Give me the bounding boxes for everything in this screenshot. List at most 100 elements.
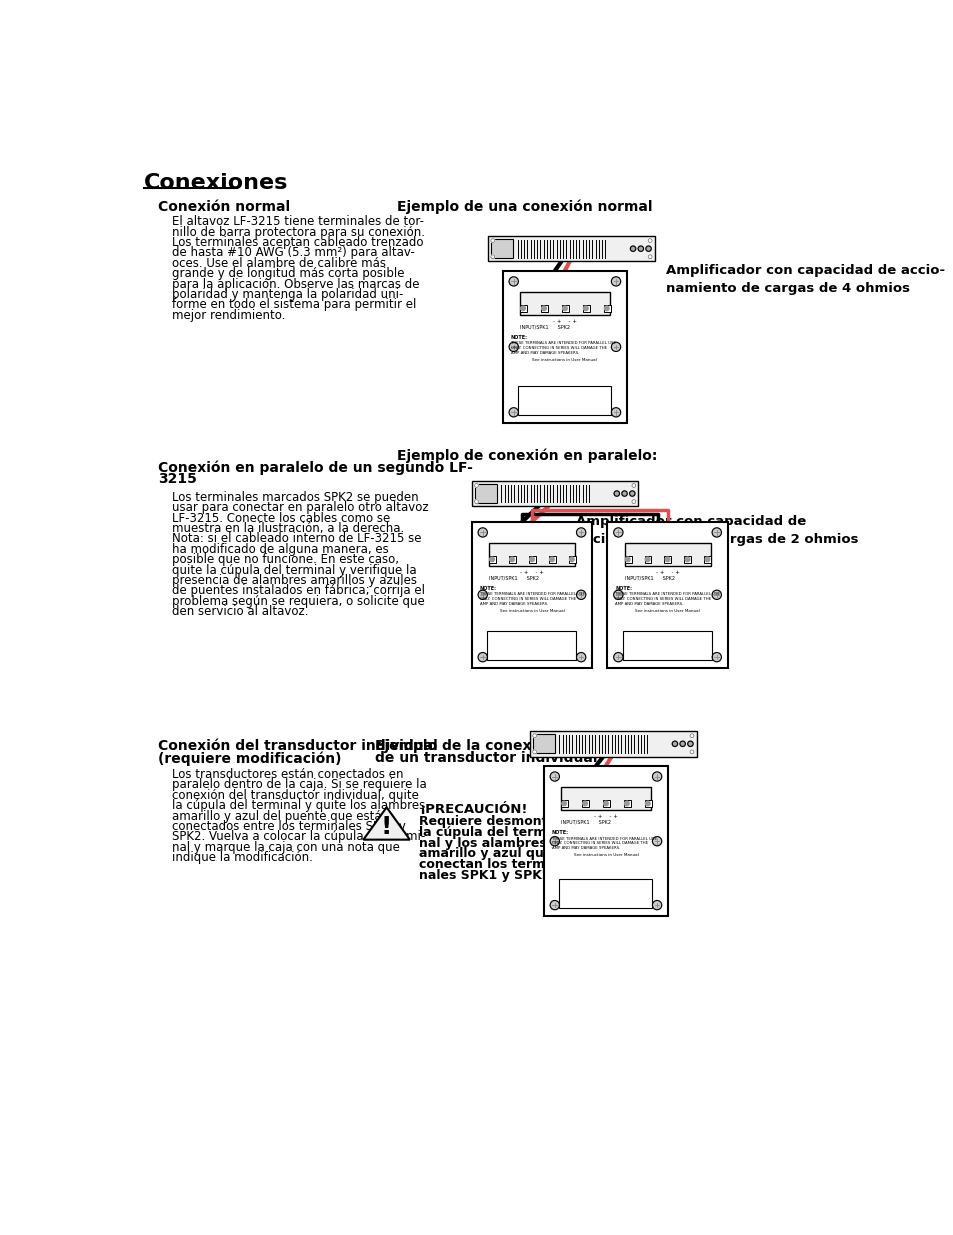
Text: (requiere modificación): (requiere modificación) xyxy=(158,751,341,766)
Circle shape xyxy=(630,246,635,252)
Circle shape xyxy=(679,741,684,746)
Circle shape xyxy=(582,802,587,805)
Text: oces. Use el alambre de calibre más: oces. Use el alambre de calibre más xyxy=(172,257,386,269)
Bar xyxy=(543,766,667,916)
Circle shape xyxy=(549,557,554,562)
Circle shape xyxy=(491,254,495,258)
Bar xyxy=(475,484,497,503)
Bar xyxy=(644,556,651,563)
Text: de hasta #10 AWG (5.3 mm²) para altav-: de hasta #10 AWG (5.3 mm²) para altav- xyxy=(172,246,415,259)
Text: - +    - +: - + - + xyxy=(519,571,543,576)
Circle shape xyxy=(603,802,608,805)
Bar xyxy=(602,799,609,808)
Circle shape xyxy=(613,590,622,599)
Circle shape xyxy=(509,408,517,417)
Circle shape xyxy=(711,652,720,662)
Text: Amplificador con capacidad de
accionamiento de cargas de 2 ohmios: Amplificador con capacidad de accionamie… xyxy=(576,515,858,547)
Circle shape xyxy=(613,527,622,537)
Bar xyxy=(548,556,556,563)
Circle shape xyxy=(621,490,627,496)
Text: THESE TERMINALS ARE INTENDED FOR PARALLEL USE
ONLY. CONNECTING IN SERIES WILL DA: THESE TERMINALS ARE INTENDED FOR PARALLE… xyxy=(510,341,615,354)
Text: mejor rendimiento.: mejor rendimiento. xyxy=(172,309,285,322)
Text: Conexión del transductor individual: Conexión del transductor individual xyxy=(158,739,437,753)
Text: Los terminales marcados SPK2 se pueden: Los terminales marcados SPK2 se pueden xyxy=(172,490,418,504)
Text: nillo de barra protectora para su conexión.: nillo de barra protectora para su conexi… xyxy=(172,226,424,238)
Text: INPUT/SPK1      SPK2: INPUT/SPK1 SPK2 xyxy=(624,576,674,580)
Circle shape xyxy=(576,527,585,537)
Text: ha modificado de alguna manera, es: ha modificado de alguna manera, es xyxy=(172,543,388,556)
Circle shape xyxy=(509,277,517,287)
Text: conexión del transductor individual, quite: conexión del transductor individual, qui… xyxy=(172,789,418,802)
Circle shape xyxy=(644,557,649,562)
Circle shape xyxy=(611,277,620,287)
Bar xyxy=(502,270,626,424)
Text: Ejemplo de conexión en paralelo:: Ejemplo de conexión en paralelo: xyxy=(396,448,657,463)
Text: NOTE:: NOTE: xyxy=(615,585,632,590)
Circle shape xyxy=(645,802,649,805)
Text: quite la cúpula del terminal y verifique la: quite la cúpula del terminal y verifique… xyxy=(172,563,416,577)
Text: NOTE:: NOTE: xyxy=(551,830,568,835)
Text: Nota: si el cableado interno de LF-3215 se: Nota: si el cableado interno de LF-3215 … xyxy=(172,532,421,546)
Bar xyxy=(487,631,576,661)
Text: LF-3215. Conecte los cables como se: LF-3215. Conecte los cables como se xyxy=(172,511,390,525)
Circle shape xyxy=(489,557,494,562)
Bar xyxy=(560,787,650,810)
Text: See instructions in User Manual: See instructions in User Manual xyxy=(499,609,564,613)
Text: presencia de alambres amarillos y azules: presencia de alambres amarillos y azules xyxy=(172,574,416,587)
Circle shape xyxy=(583,306,587,311)
Circle shape xyxy=(509,557,514,562)
Text: posible que no funcione. En este caso,: posible que no funcione. En este caso, xyxy=(172,553,398,566)
Text: Requiere desmontar: Requiere desmontar xyxy=(418,815,561,827)
Text: - +    - +: - + - + xyxy=(594,814,618,819)
Text: Amplificador con capacidad de accio-
namiento de cargas de 4 ohmios: Amplificador con capacidad de accio- nam… xyxy=(665,264,943,295)
Bar xyxy=(558,879,652,908)
Circle shape xyxy=(474,484,478,488)
Circle shape xyxy=(477,652,487,662)
Bar xyxy=(528,556,536,563)
Circle shape xyxy=(550,900,558,910)
Bar xyxy=(703,556,711,563)
Text: amarillo y azul que: amarillo y azul que xyxy=(418,847,552,861)
Text: 3215: 3215 xyxy=(158,472,196,487)
Circle shape xyxy=(652,836,661,846)
Circle shape xyxy=(604,306,608,311)
Text: nales SPK1 y SPK2.: nales SPK1 y SPK2. xyxy=(418,869,555,882)
Text: conectados entre los terminales SPK1 y: conectados entre los terminales SPK1 y xyxy=(172,820,405,834)
Circle shape xyxy=(611,408,620,417)
Circle shape xyxy=(532,750,536,753)
Bar xyxy=(560,799,567,808)
Text: polaridad y mantenga la polaridad uni-: polaridad y mantenga la polaridad uni- xyxy=(172,288,403,301)
Text: de puentes instalados en fábrica; corrija el: de puentes instalados en fábrica; corrij… xyxy=(172,584,424,598)
Circle shape xyxy=(711,590,720,599)
Bar xyxy=(517,387,611,415)
Text: ¡PRECAUCIÓN!: ¡PRECAUCIÓN! xyxy=(418,803,527,815)
Circle shape xyxy=(704,557,709,562)
Circle shape xyxy=(664,557,669,562)
Bar xyxy=(644,799,651,808)
Text: INPUT/SPK1      SPK2: INPUT/SPK1 SPK2 xyxy=(560,820,610,825)
Text: See instructions in User Manual: See instructions in User Manual xyxy=(635,609,700,613)
Polygon shape xyxy=(363,808,410,840)
Circle shape xyxy=(613,652,622,662)
Text: El altavoz LF-3215 tiene terminales de tor-: El altavoz LF-3215 tiene terminales de t… xyxy=(172,215,423,228)
Bar xyxy=(519,293,609,315)
Text: Los transductores están conectados en: Los transductores están conectados en xyxy=(172,768,403,781)
Text: THESE TERMINALS ARE INTENDED FOR PARALLEL USE
ONLY. CONNECTING IN SERIES WILL DA: THESE TERMINALS ARE INTENDED FOR PARALLE… xyxy=(615,593,720,605)
Circle shape xyxy=(611,342,620,352)
Text: - +    - +: - + - + xyxy=(553,319,577,324)
Text: NOTE:: NOTE: xyxy=(479,585,497,590)
Circle shape xyxy=(624,802,629,805)
Circle shape xyxy=(711,527,720,537)
Text: THESE TERMINALS ARE INTENDED FOR PARALLEL USE
ONLY. CONNECTING IN SERIES WILL DA: THESE TERMINALS ARE INTENDED FOR PARALLE… xyxy=(551,836,656,850)
Text: Ejemplo de una conexión normal: Ejemplo de una conexión normal xyxy=(396,200,652,215)
Circle shape xyxy=(569,557,574,562)
Circle shape xyxy=(614,490,618,496)
Circle shape xyxy=(529,557,534,562)
Text: Conexiones: Conexiones xyxy=(144,173,288,193)
Circle shape xyxy=(647,254,652,258)
Bar xyxy=(488,556,496,563)
Text: forme en todo el sistema para permitir el: forme en todo el sistema para permitir e… xyxy=(172,299,416,311)
Circle shape xyxy=(491,238,495,242)
Circle shape xyxy=(520,306,525,311)
Circle shape xyxy=(689,750,693,753)
